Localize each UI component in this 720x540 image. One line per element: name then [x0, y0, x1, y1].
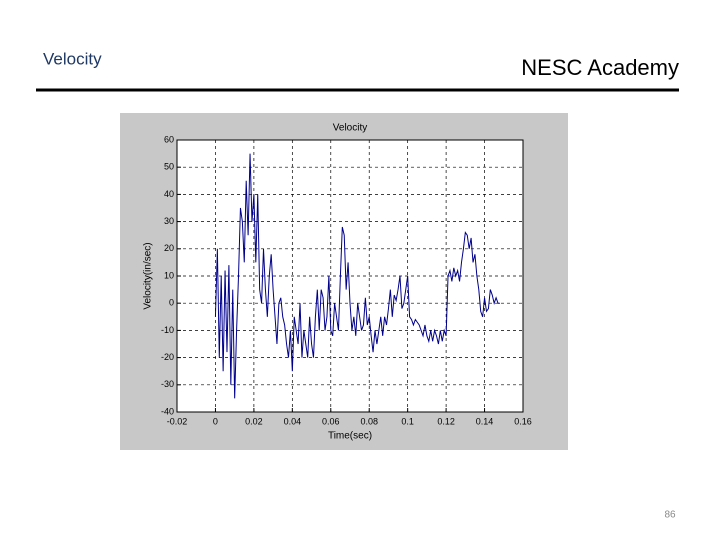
- y-tick-label: -20: [161, 352, 174, 362]
- x-tick-label: 0: [213, 416, 218, 426]
- y-axis-label: Velocity(in/sec): [143, 242, 154, 309]
- data-line: [214, 153, 500, 399]
- x-tick-label: 0.06: [322, 416, 340, 426]
- y-tick-label: -40: [161, 406, 174, 416]
- x-tick-label: 0.1: [401, 416, 414, 426]
- y-tick-label: 10: [164, 270, 174, 280]
- y-tick-label: 0: [169, 298, 174, 308]
- y-tick-label: 50: [164, 162, 174, 172]
- x-tick-label: 0.02: [245, 416, 263, 426]
- y-tick-label: -10: [161, 325, 174, 335]
- x-tick-label: 0.16: [514, 416, 532, 426]
- x-tick-label: 0.04: [284, 416, 302, 426]
- y-tick-label: -30: [161, 379, 174, 389]
- y-tick-label: 40: [164, 189, 174, 199]
- y-tick-label: 60: [164, 134, 174, 144]
- page-number: 86: [664, 510, 676, 521]
- x-axis-label: Time(sec): [328, 431, 372, 442]
- chart-title: Velocity: [333, 123, 367, 134]
- y-tick-label: 30: [164, 216, 174, 226]
- slide-title: Velocity: [43, 49, 102, 68]
- y-tick-label: 20: [164, 243, 174, 253]
- x-tick-label: -0.02: [167, 416, 188, 426]
- x-tick-label: 0.08: [360, 416, 378, 426]
- x-tick-label: 0.12: [437, 416, 455, 426]
- x-tick-label: 0.14: [476, 416, 494, 426]
- brand: NESC Academy: [521, 55, 679, 80]
